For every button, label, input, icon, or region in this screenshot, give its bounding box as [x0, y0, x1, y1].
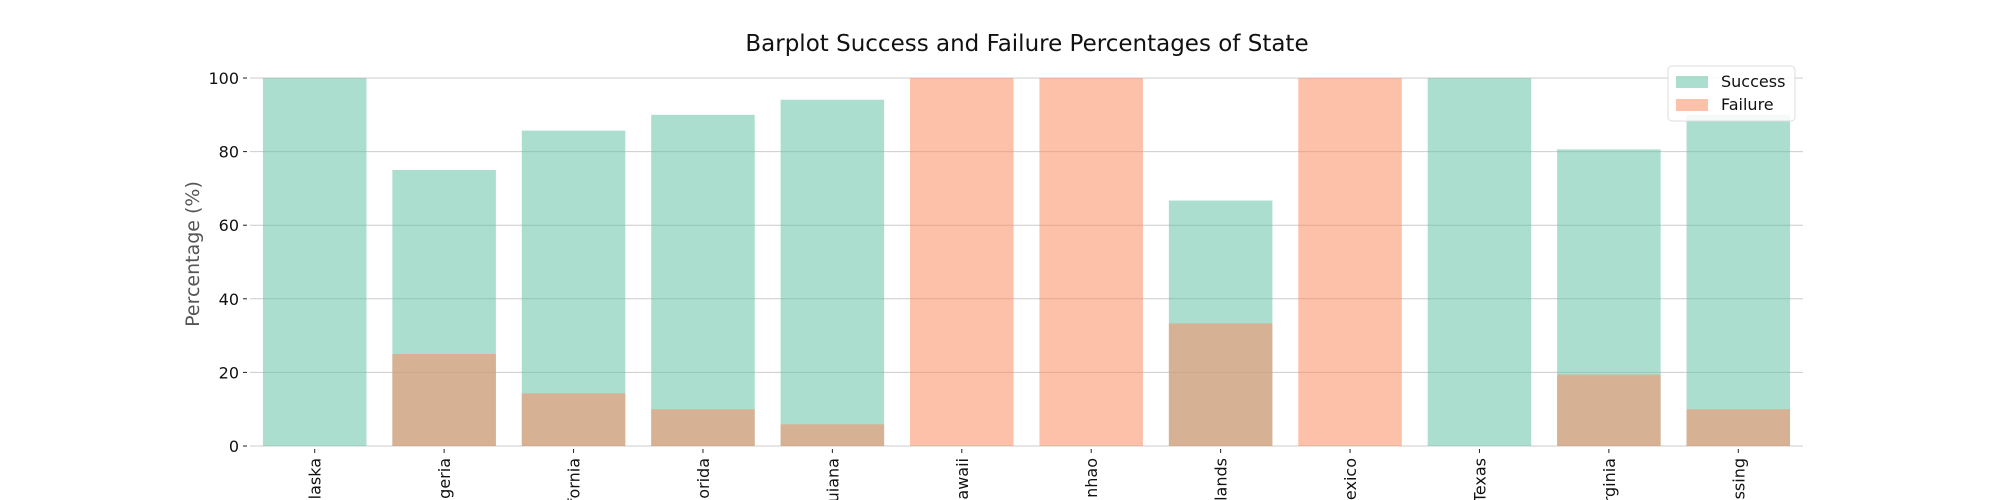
success-bar	[262, 78, 367, 446]
x-axis-ticks: laska geria fornia lorida uiana awaii nhao land…	[306, 449, 1748, 500]
success-bar	[1427, 78, 1532, 446]
y-tick-label: 80	[219, 143, 239, 162]
x-tick-label: lorida	[694, 458, 713, 500]
x-tick-label: geria	[435, 458, 454, 499]
x-tick-label: laska	[306, 458, 325, 499]
failure-bar	[651, 409, 755, 446]
failure-bar	[1039, 78, 1143, 446]
failure-bar	[780, 424, 885, 446]
x-tick-label: fornia	[565, 458, 584, 500]
success-bar	[651, 114, 755, 447]
legend: Success Failure	[1667, 65, 1796, 122]
legend-label-success: Success	[1721, 72, 1785, 91]
y-tick-label: 40	[219, 290, 239, 309]
x-tick-label: uiana	[823, 458, 842, 500]
failure-bar	[1557, 374, 1661, 446]
x-tick-label: rginia	[1600, 458, 1619, 500]
failure-bar	[1168, 323, 1273, 446]
y-tick-label: 60	[219, 216, 239, 235]
x-tick-label: awaii	[953, 458, 972, 500]
grid-lines	[250, 77, 1803, 447]
y-axis-ticks: 0 20 40 60 80 100	[208, 69, 247, 456]
failure-bar	[1686, 409, 1791, 446]
legend-swatch-failure	[1676, 99, 1708, 111]
y-tick-label: 20	[219, 363, 239, 382]
failure-bar	[392, 354, 496, 446]
x-tick-label: exico	[1341, 458, 1360, 500]
failure-bar	[521, 393, 626, 446]
y-axis-label: Percentage (%)	[182, 181, 204, 327]
y-tick-label: 0	[229, 437, 239, 456]
success-bar	[1686, 114, 1791, 447]
legend-swatch-success	[1676, 76, 1708, 88]
x-tick-label: nhao	[1082, 458, 1101, 498]
x-tick-label: lands	[1212, 458, 1231, 500]
chart-title: Barplot Success and Failure Percentages …	[745, 31, 1308, 57]
bars-group	[262, 78, 1791, 447]
x-tick-label: ssing	[1729, 458, 1748, 499]
legend-label-failure: Failure	[1721, 95, 1774, 114]
x-tick-label: Texas	[1470, 458, 1489, 500]
failure-bar	[910, 78, 1014, 446]
success-bar	[780, 99, 885, 446]
y-tick-label: 100	[208, 69, 239, 88]
failure-bar	[1298, 78, 1402, 446]
